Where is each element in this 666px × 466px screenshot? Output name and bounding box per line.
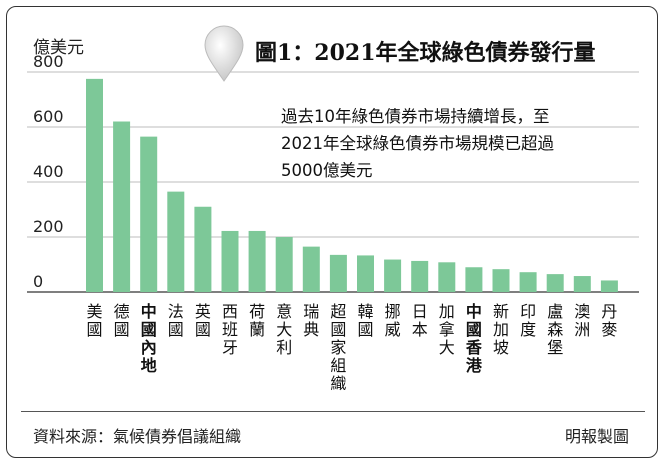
x-tick-label: 盧森堡 bbox=[547, 302, 563, 357]
x-tick-label: 丹麥 bbox=[601, 302, 617, 339]
x-tick-label: 挪威 bbox=[385, 302, 401, 339]
x-tick-label: 印度 bbox=[520, 302, 536, 339]
bar-英國 bbox=[194, 206, 212, 292]
bar-中國香港 bbox=[465, 267, 483, 292]
bar-法國 bbox=[167, 191, 185, 292]
bar-印度 bbox=[519, 272, 537, 292]
x-tick-label: 韓國 bbox=[357, 302, 373, 339]
description-line-2: 2021年全球綠色債券市場規模已超過 bbox=[281, 134, 554, 153]
bar-瑞典 bbox=[302, 246, 320, 292]
bar-中國內地 bbox=[140, 136, 158, 292]
y-tick-label: 800 bbox=[33, 52, 64, 71]
x-tick-label: 法國 bbox=[168, 302, 184, 339]
x-tick-label: 澳洲 bbox=[574, 302, 590, 339]
x-tick-label: 新加坡 bbox=[493, 302, 509, 357]
y-tick-label: 400 bbox=[33, 162, 64, 181]
source-note: 資料來源：氣候債券倡議組織 bbox=[33, 427, 242, 446]
x-tick-label: 日本 bbox=[412, 302, 428, 339]
description-line-1: 過去10年綠色債券市場持續增長，至 bbox=[281, 107, 550, 126]
y-tick-label: 0 bbox=[33, 272, 43, 291]
x-tick-label: 德國 bbox=[114, 302, 130, 339]
title-block: 圖1：2021年全球綠色債券發行量 bbox=[203, 25, 653, 85]
bar-意大利 bbox=[275, 237, 293, 292]
bar-日本 bbox=[411, 260, 429, 292]
x-tick-label: 中國內地 bbox=[141, 302, 157, 375]
credit-note: 明報製圖 bbox=[565, 427, 630, 446]
x-tick-label: 超國家組織 bbox=[330, 302, 346, 393]
x-tick-label: 瑞典 bbox=[303, 302, 319, 339]
bar-超國家組織 bbox=[329, 254, 347, 292]
bar-德國 bbox=[113, 121, 131, 292]
x-tick-label: 荷蘭 bbox=[249, 302, 265, 339]
x-tick-label: 英國 bbox=[195, 302, 211, 339]
x-tick-label: 西班牙 bbox=[222, 302, 238, 357]
footer-divider bbox=[21, 411, 645, 412]
description: 過去10年綠色債券市場持續增長，至 2021年全球綠色債券市場規模已超過 500… bbox=[281, 103, 641, 184]
bar-新加坡 bbox=[492, 269, 510, 292]
bar-荷蘭 bbox=[248, 230, 266, 292]
y-tick-label: 600 bbox=[33, 107, 64, 126]
bar-西班牙 bbox=[221, 230, 239, 292]
bar-澳洲 bbox=[573, 276, 591, 292]
description-line-3: 5000億美元 bbox=[281, 161, 373, 180]
bar-盧森堡 bbox=[546, 274, 564, 292]
bar-挪威 bbox=[384, 259, 402, 292]
chart-frame: 0 200 400 600 800 美國 德國 中國內地 法國 英國 西班牙 荷蘭 意大利 瑞典 超國家組織… bbox=[6, 6, 658, 458]
bar-加拿大 bbox=[438, 262, 456, 292]
chart-title: 圖1：2021年全球綠色債券發行量 bbox=[255, 40, 596, 66]
bar-chart: 0 200 400 600 800 美國德國中國內地法國英國西班牙荷蘭意大利瑞典超國家組織… bbox=[27, 52, 639, 393]
x-tick-label: 加拿大 bbox=[439, 302, 455, 357]
bar-丹麥 bbox=[600, 280, 618, 292]
bar-美國 bbox=[86, 78, 103, 292]
x-tick-label: 美國 bbox=[86, 302, 102, 339]
x-tick-label: 意大利 bbox=[276, 302, 292, 357]
x-tick-label: 中國香港 bbox=[465, 302, 483, 375]
y-axis-label: 億美元 bbox=[33, 38, 84, 58]
map-pin-icon bbox=[204, 25, 244, 82]
y-tick-label: 200 bbox=[33, 217, 64, 236]
bar-韓國 bbox=[357, 255, 374, 292]
